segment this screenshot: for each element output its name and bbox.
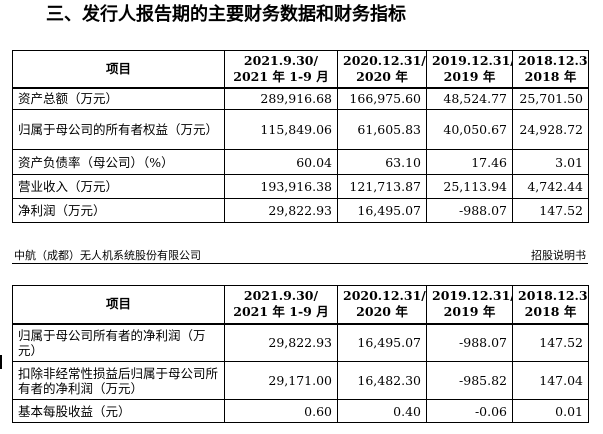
cell-value: 63.10 xyxy=(337,149,427,175)
financial-data-table-1: 项目 2021.9.30/2021 年 1-9 月 2020.12.31/202… xyxy=(12,50,589,223)
table-row: 资产负债率（母公司）（%） 60.04 63.10 17.46 3.01 xyxy=(12,149,589,175)
footer-company-name: 中航（成都）无人机系统股份有限公司 xyxy=(14,249,201,262)
cell-value: 3.01 xyxy=(512,149,589,175)
row-label: 归属于母公司所有者的净利润（万元） xyxy=(12,322,225,362)
cell-value: 4,742.44 xyxy=(512,174,589,199)
cell-value: 29,822.93 xyxy=(224,198,338,223)
row-label: 扣除非经常性损益后归属于母公司所有者的净利润（万元） xyxy=(12,361,225,400)
table-row: 营业收入（万元） 193,916.38 121,713.87 25,113.94… xyxy=(12,174,589,199)
row-label: 资产负债率（母公司）（%） xyxy=(12,149,225,175)
table-row: 资产总额（万元） 289,916.68 166,975.60 48,524.77… xyxy=(12,86,589,110)
header-item: 项目 xyxy=(12,285,225,324)
cell-value: -988.07 xyxy=(426,322,513,362)
cell-value: 289,916.68 xyxy=(224,86,338,110)
header-period-2019: 2019.12.31/2019 年 xyxy=(426,285,513,324)
table-header-row: 项目 2021.9.30/2021 年 1-9 月 2020.12.31/202… xyxy=(12,50,589,88)
table-row: 净利润（万元） 29,822.93 16,495.07 -988.07 147.… xyxy=(12,198,589,223)
row-label: 营业收入（万元） xyxy=(12,174,225,199)
row-label: 净利润（万元） xyxy=(12,198,225,223)
page-footer: 中航（成都）无人机系统股份有限公司 招股说明书 xyxy=(12,245,588,264)
row-label: 资产总额（万元） xyxy=(12,86,225,110)
header-period-2018: 2018.12.31/2018 年 xyxy=(512,50,589,88)
cell-value: 0.01 xyxy=(512,399,589,423)
table-row: 归属于母公司的所有者权益（万元） 115,849.06 61,605.83 40… xyxy=(12,109,589,150)
cell-value: 40,050.67 xyxy=(426,109,513,150)
cell-value: 29,822.93 xyxy=(224,322,338,362)
row-label: 归属于母公司的所有者权益（万元） xyxy=(12,109,225,150)
footer-document-type: 招股说明书 xyxy=(531,249,586,262)
header-period-2021q3: 2021.9.30/2021 年 1-9 月 xyxy=(224,285,338,324)
cell-value: -988.07 xyxy=(426,198,513,223)
row-label: 基本每股收益（元） xyxy=(12,399,225,423)
table-row: 扣除非经常性损益后归属于母公司所有者的净利润（万元） 29,171.00 16,… xyxy=(12,361,589,400)
cell-value: 115,849.06 xyxy=(224,109,338,150)
cell-value: 16,495.07 xyxy=(337,198,427,223)
financial-data-table-2: 项目 2021.9.30/2021 年 1-9 月 2020.12.31/202… xyxy=(12,285,589,423)
page-edge-mark xyxy=(0,355,2,369)
header-period-2018: 2018.12.31/2018 年 xyxy=(512,285,589,324)
cell-value: 48,524.77 xyxy=(426,86,513,110)
cell-value: 147.52 xyxy=(512,322,589,362)
cell-value: 29,171.00 xyxy=(224,361,338,400)
table-row: 归属于母公司所有者的净利润（万元） 29,822.93 16,495.07 -9… xyxy=(12,322,589,362)
cell-value: 16,482.30 xyxy=(337,361,427,400)
header-period-2019: 2019.12.31/2019 年 xyxy=(426,50,513,88)
table-row: 基本每股收益（元） 0.60 0.40 -0.06 0.01 xyxy=(12,399,589,423)
cell-value: 193,916.38 xyxy=(224,174,338,199)
cell-value: 24,928.72 xyxy=(512,109,589,150)
cell-value: 61,605.83 xyxy=(337,109,427,150)
cell-value: 17.46 xyxy=(426,149,513,175)
table-header-row: 项目 2021.9.30/2021 年 1-9 月 2020.12.31/202… xyxy=(12,285,589,324)
cell-value: 166,975.60 xyxy=(337,86,427,110)
cell-value: 25,113.94 xyxy=(426,174,513,199)
cell-value: 147.52 xyxy=(512,198,589,223)
cell-value: 121,713.87 xyxy=(337,174,427,199)
header-period-2020: 2020.12.31/2020 年 xyxy=(337,50,427,88)
header-item: 项目 xyxy=(12,50,225,88)
cell-value: -0.06 xyxy=(426,399,513,423)
header-period-2020: 2020.12.31/2020 年 xyxy=(337,285,427,324)
cell-value: -985.82 xyxy=(426,361,513,400)
cell-value: 16,495.07 xyxy=(337,322,427,362)
cell-value: 60.04 xyxy=(224,149,338,175)
section-title: 三、发行人报告期的主要财务数据和财务指标 xyxy=(46,4,406,25)
cell-value: 147.04 xyxy=(512,361,589,400)
cell-value: 0.40 xyxy=(337,399,427,423)
cell-value: 0.60 xyxy=(224,399,338,423)
cell-value: 25,701.50 xyxy=(512,86,589,110)
header-period-2021q3: 2021.9.30/2021 年 1-9 月 xyxy=(224,50,338,88)
